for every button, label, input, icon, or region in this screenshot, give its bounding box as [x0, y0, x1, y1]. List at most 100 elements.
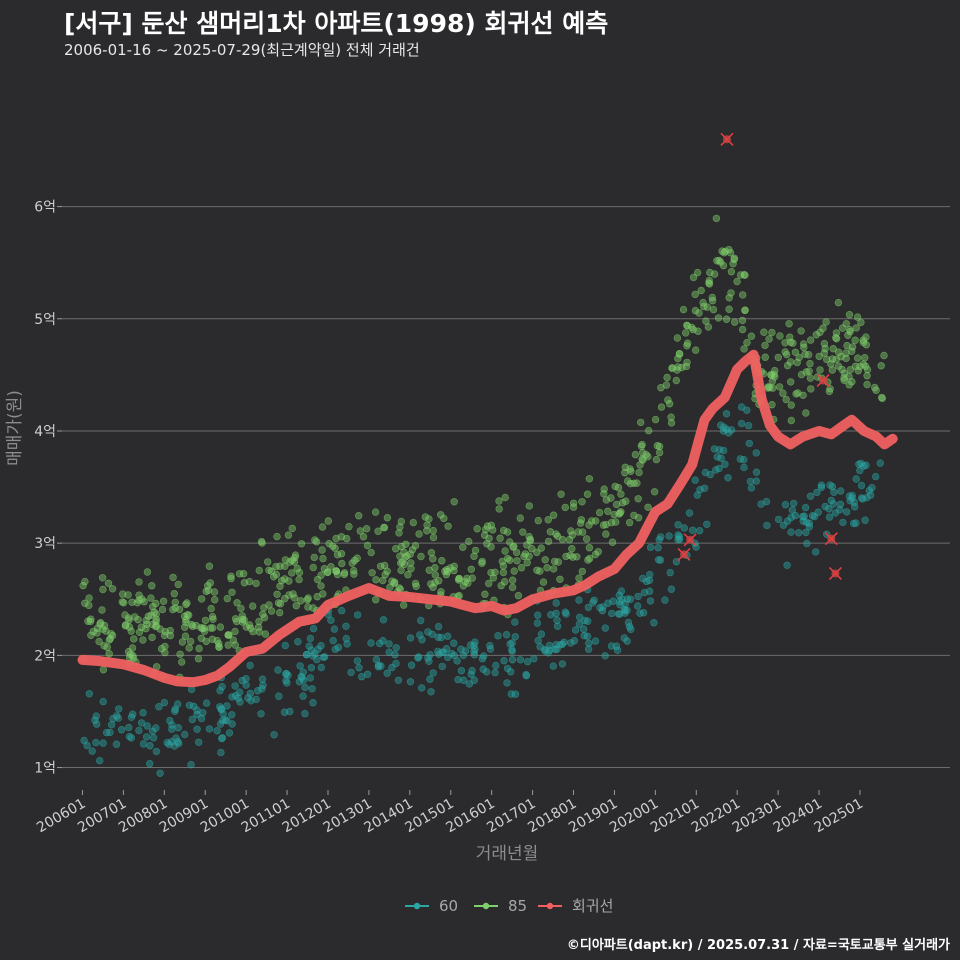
point-85-98	[853, 354, 862, 362]
point-60-137	[306, 634, 315, 643]
point-60-331	[633, 602, 642, 610]
point-85-64	[683, 339, 692, 347]
legend-label-0: 60	[439, 897, 458, 915]
point-60-428	[306, 674, 314, 682]
point-85-199	[463, 574, 471, 583]
point-60-434	[839, 518, 847, 527]
point-60-468	[491, 668, 499, 677]
point-85-151	[395, 529, 403, 537]
point-85-660	[186, 637, 195, 646]
point-60-313	[591, 637, 600, 645]
point-85-548	[98, 606, 106, 614]
point-60-249	[246, 689, 255, 698]
point-60-73	[717, 454, 725, 462]
point-85-442	[417, 552, 425, 561]
point-85-36	[201, 616, 210, 625]
cancelled-x-3	[828, 566, 842, 581]
point-85-744	[821, 344, 829, 353]
cancelled-x-5	[677, 547, 691, 561]
point-85-315	[793, 358, 801, 367]
point-85-463	[235, 570, 244, 578]
point-60-389	[114, 714, 123, 722]
point-85-645	[730, 318, 739, 326]
point-85-519	[611, 518, 620, 526]
point-85-506	[567, 527, 575, 535]
legend-item-1: 85	[474, 897, 527, 915]
point-60-282	[620, 634, 628, 642]
point-85-651	[667, 413, 675, 421]
y-tick-label-0: 1억	[34, 761, 56, 777]
point-60-235	[831, 509, 840, 517]
point-60-135	[711, 466, 720, 474]
point-85-342	[138, 595, 146, 603]
point-85-637	[276, 562, 284, 570]
point-85-343	[135, 628, 144, 636]
point-60-159	[149, 733, 158, 742]
point-85-727	[238, 612, 247, 620]
point-60-435	[284, 671, 292, 679]
point-85-257	[227, 574, 235, 583]
point-85-691	[816, 328, 824, 336]
point-60-196	[88, 747, 96, 755]
cancelled-mark-2	[824, 532, 838, 546]
point-85-214	[174, 580, 183, 589]
point-60-142	[556, 641, 565, 649]
point-85-17	[599, 521, 608, 529]
point-85-426	[147, 611, 155, 619]
point-60-430	[170, 742, 179, 750]
point-60-305	[774, 515, 783, 524]
point-85-231	[536, 567, 544, 575]
legend: 60 85 회귀선	[405, 897, 613, 915]
point-85-59	[473, 524, 481, 533]
point-85-427	[135, 596, 143, 604]
point-60-298	[492, 661, 500, 670]
point-60-141	[646, 597, 655, 605]
cancelled-x-4	[683, 533, 697, 547]
point-85-711	[441, 567, 449, 575]
point-60-405	[829, 500, 838, 508]
point-85-401	[575, 574, 583, 582]
point-60-39	[355, 663, 363, 672]
point-85-567	[621, 469, 629, 477]
point-85-353	[500, 526, 508, 535]
point-85-747	[568, 531, 576, 539]
point-85-43	[691, 306, 700, 315]
point-85-688	[682, 362, 691, 371]
point-85-624	[351, 556, 359, 565]
point-85-228	[525, 552, 533, 560]
point-60-105	[685, 509, 694, 517]
point-85-566	[513, 557, 521, 565]
point-60-395	[218, 682, 226, 691]
cancelled-mark-4	[683, 533, 697, 547]
point-60-119	[434, 647, 442, 656]
point-85-646	[501, 577, 509, 586]
point-60-68	[228, 720, 236, 728]
point-85-432	[319, 554, 327, 563]
point-85-484	[672, 376, 680, 385]
point-60-444	[139, 740, 148, 748]
point-85-680	[185, 611, 193, 619]
point-60-267	[460, 676, 468, 684]
point-60-308	[703, 520, 711, 528]
source-caption: ©디아파트(dapt.kr) / 2025.07.31 / 자료=국토교통부 실…	[566, 938, 950, 953]
point-60-382	[330, 625, 339, 633]
point-60-466	[143, 722, 152, 730]
point-60-322	[317, 663, 325, 672]
point-85-300	[404, 570, 412, 579]
point-60-469	[320, 653, 329, 661]
point-85-623	[197, 623, 205, 632]
point-85-513	[618, 499, 627, 507]
point-85-511	[86, 617, 95, 626]
point-60-344	[762, 497, 771, 506]
point-60-464	[294, 637, 302, 646]
point-85-1	[633, 479, 641, 487]
point-60-3	[715, 464, 723, 473]
point-85-466	[630, 511, 638, 520]
point-85-441	[183, 599, 191, 607]
point-85-702	[273, 590, 281, 598]
point-85-275	[727, 268, 736, 276]
point-85-587	[860, 354, 869, 362]
point-85-220	[284, 531, 293, 539]
point-85-656	[125, 616, 133, 624]
